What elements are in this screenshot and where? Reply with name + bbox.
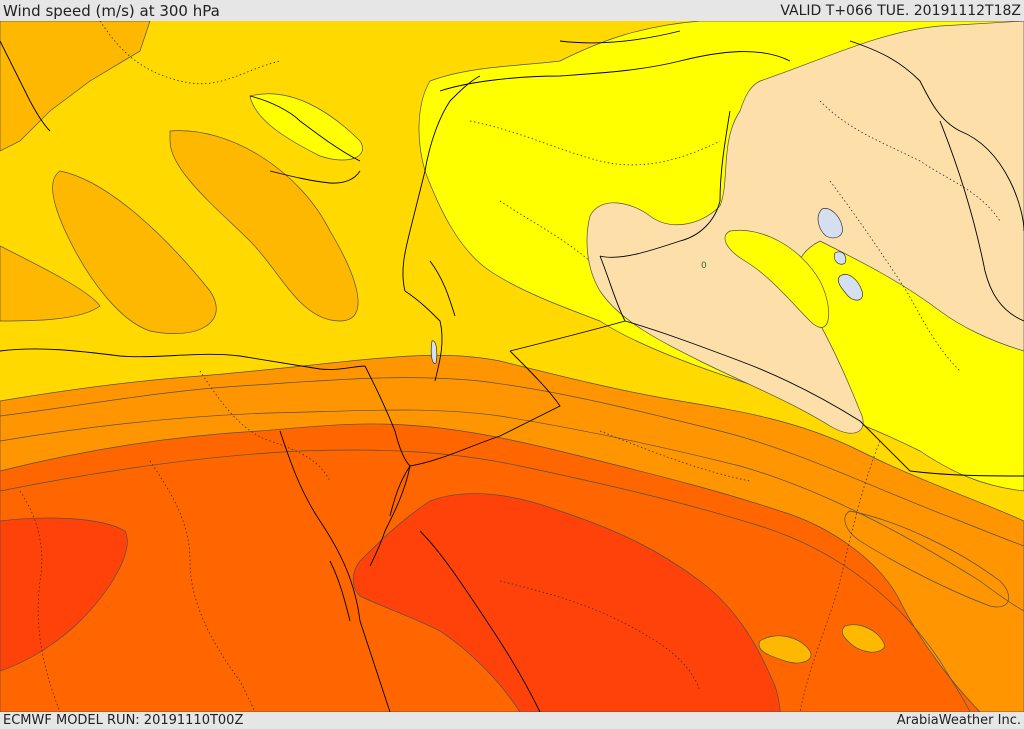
model-run-label: ECMWF MODEL RUN: 20191110T00Z <box>3 713 244 728</box>
band-red-orange-central <box>352 493 781 712</box>
lake-van <box>817 208 843 239</box>
valid-time: VALID T+066 TUE. 20191112T18Z <box>780 3 1021 19</box>
coastlines <box>0 30 681 370</box>
isotach-lines <box>0 377 1024 712</box>
band-orange-yellow-streak <box>169 130 359 322</box>
dead-sea <box>430 340 438 364</box>
header-bar: Wind speed (m/s) at 300 hPa VALID T+066 … <box>0 0 1024 21</box>
lakes <box>430 208 863 364</box>
chart-title: Wind speed (m/s) at 300 hPa <box>3 2 220 20</box>
band-orange-yellow-wedge <box>52 170 217 334</box>
patch-orange-east <box>844 510 1010 608</box>
band-orange-yellow-north <box>0 21 151 152</box>
band-red-orange-west <box>0 517 128 672</box>
band-beige <box>586 21 1024 434</box>
contour-label: 0 <box>701 261 707 271</box>
province-borders <box>19 21 1001 712</box>
wind-speed-map: 0 <box>0 21 1024 712</box>
band-yellow-island <box>724 229 830 328</box>
patch-orange-small-2 <box>841 624 886 653</box>
credit-label: ArabiaWeather Inc. <box>896 713 1021 728</box>
country-borders <box>279 40 1024 712</box>
lake-sevan <box>834 251 847 265</box>
band-yellow-cyprus <box>249 93 363 161</box>
patch-orange-small <box>758 635 812 664</box>
weather-map[interactable]: 0 <box>0 21 1024 712</box>
footer-bar: ECMWF MODEL RUN: 20191110T00Z ArabiaWeat… <box>0 712 1024 729</box>
lake-urmia <box>837 274 863 301</box>
band-orange-yellow-west <box>0 245 101 322</box>
